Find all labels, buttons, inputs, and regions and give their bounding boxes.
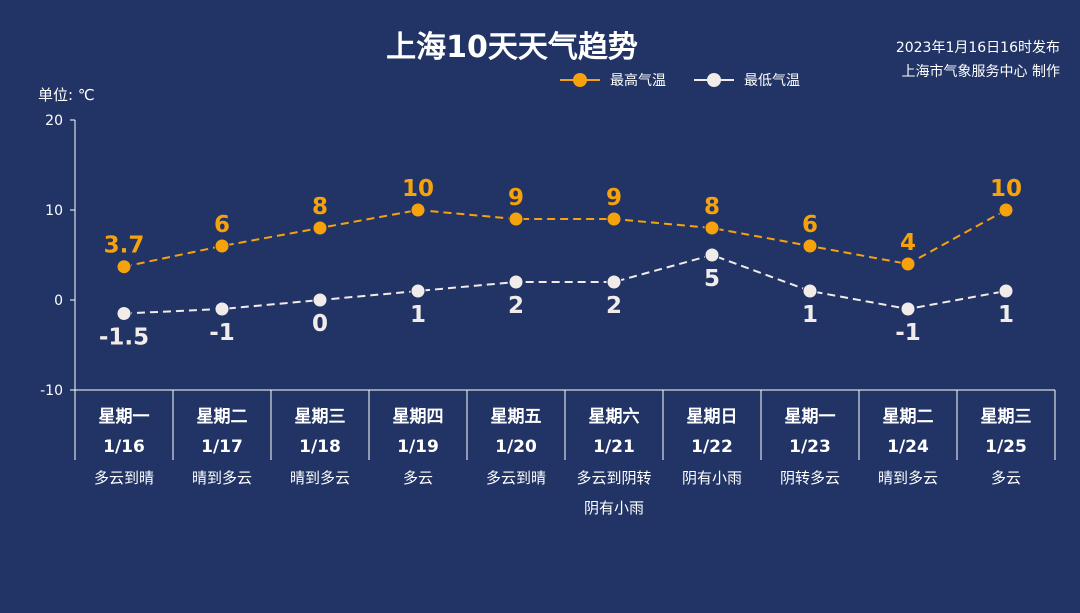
x-tick-weekday: 星期三: [981, 407, 1032, 427]
x-tick-date: 1/20: [495, 437, 537, 457]
data-point-high: [214, 238, 230, 254]
x-tick-weather: 多云到阴转: [576, 469, 651, 487]
x-tick-weekday: 星期二: [197, 407, 248, 427]
data-point-high: [900, 256, 916, 272]
x-tick-weekday: 星期二: [883, 407, 934, 427]
data-point-high: [704, 220, 720, 236]
x-tick-weather: 多云: [991, 469, 1021, 487]
x-tick-weather: 多云: [403, 469, 433, 487]
unit-label: 单位: ℃: [38, 86, 95, 104]
data-label-high: 3.7: [104, 233, 145, 259]
data-point-low: [508, 274, 524, 290]
data-point-low: [704, 247, 720, 263]
data-label-low: 5: [704, 266, 720, 292]
x-tick-weather: 阴转多云: [780, 469, 840, 487]
data-point-high: [508, 211, 524, 227]
legend-marker-low-icon: [694, 73, 734, 87]
publisher-org: 上海市气象服务中心 制作: [901, 64, 1060, 80]
data-label-low: 1: [802, 302, 818, 328]
x-tick-date: 1/24: [887, 437, 929, 457]
x-tick-weekday: 星期一: [785, 407, 836, 427]
data-label-low: 0: [312, 311, 328, 337]
data-label-high: 9: [606, 185, 622, 211]
data-point-high: [802, 238, 818, 254]
x-tick-weather: 阴有小雨: [682, 469, 742, 487]
data-point-low: [998, 283, 1014, 299]
data-point-low: [312, 292, 328, 308]
chart-legend: 最高气温 最低气温: [560, 70, 800, 90]
x-tick-date: 1/22: [691, 437, 733, 457]
x-tick-weather: 阴有小雨: [584, 499, 644, 517]
data-point-low: [410, 283, 426, 299]
series-line-high: [123, 208, 1007, 268]
data-label-high: 6: [802, 212, 818, 238]
x-tick-weekday: 星期一: [99, 407, 150, 427]
data-label-low: 1: [998, 302, 1014, 328]
page-title: 上海10天天气趋势: [386, 30, 638, 65]
data-point-low: [802, 283, 818, 299]
data-label-low: -1: [209, 320, 235, 346]
legend-item-high: 最高气温: [560, 70, 666, 90]
publish-time: 2023年1月16日16时发布: [895, 40, 1060, 56]
x-tick-weather: 晴到多云: [192, 469, 252, 487]
data-point-high: [606, 211, 622, 227]
x-tick-weekday: 星期三: [295, 407, 346, 427]
legend-marker-high-icon: [560, 73, 600, 87]
publish-info: 2023年1月16日16时发布 上海市气象服务中心 制作: [896, 36, 1060, 84]
x-tick-date: 1/21: [593, 437, 635, 457]
data-label-high: 6: [214, 212, 230, 238]
legend-label-high: 最高气温: [610, 73, 666, 89]
data-point-high: [116, 259, 132, 275]
y-tick-label: 10: [45, 203, 63, 219]
x-tick-weather: 晴到多云: [290, 469, 350, 487]
y-tick-label: 20: [45, 113, 63, 129]
data-point-high: [312, 220, 328, 236]
data-label-high: 8: [704, 194, 720, 220]
x-tick-weekday: 星期日: [687, 407, 738, 427]
x-tick-date: 1/19: [397, 437, 439, 457]
data-label-low: -1.5: [99, 325, 149, 351]
data-point-high: [410, 202, 426, 218]
data-label-low: 1: [410, 302, 426, 328]
y-tick-label: -10: [40, 383, 63, 399]
x-tick-weather: 多云到晴: [486, 469, 546, 487]
data-label-low: 2: [606, 293, 622, 319]
x-tick-date: 1/25: [985, 437, 1027, 457]
series-line-low: [123, 253, 1007, 315]
data-label-high: 8: [312, 194, 328, 220]
data-label-high: 10: [402, 176, 434, 202]
legend-item-low: 最低气温: [694, 70, 800, 90]
data-point-low: [900, 301, 916, 317]
x-tick-weekday: 星期六: [589, 406, 640, 427]
data-label-low: 2: [508, 293, 524, 319]
data-point-high: [998, 202, 1014, 218]
data-point-low: [606, 274, 622, 290]
data-point-low: [116, 306, 132, 321]
data-point-low: [214, 301, 230, 317]
data-label-high: 4: [900, 230, 916, 256]
x-tick-date: 1/17: [201, 437, 243, 457]
x-tick-weekday: 星期五: [491, 407, 542, 427]
x-tick-date: 1/18: [299, 437, 341, 457]
data-label-low: -1: [895, 320, 921, 346]
x-tick-weekday: 星期四: [393, 407, 444, 427]
x-tick-weather: 多云到晴: [94, 469, 154, 487]
x-tick-weather: 晴到多云: [878, 469, 938, 487]
data-label-high: 10: [990, 176, 1022, 202]
y-tick-label: 0: [54, 293, 63, 309]
x-tick-date: 1/23: [789, 437, 831, 457]
legend-label-low: 最低气温: [744, 73, 800, 89]
data-label-high: 9: [508, 185, 524, 211]
x-tick-date: 1/16: [103, 437, 145, 457]
